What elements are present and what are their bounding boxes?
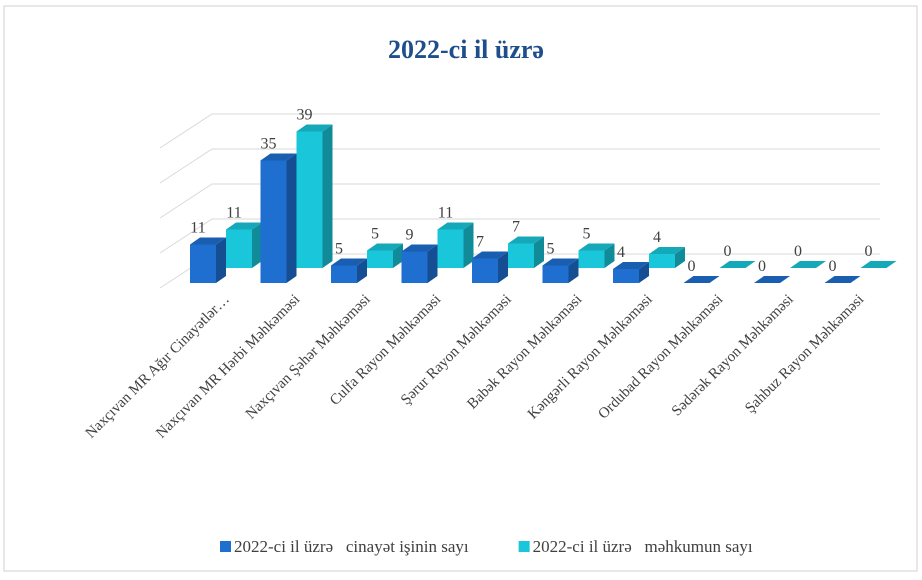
bar-front (226, 229, 252, 268)
bar (437, 222, 474, 268)
bar (367, 243, 403, 268)
data-label: 4 (617, 244, 625, 261)
data-label: 7 (512, 219, 520, 236)
bar (508, 236, 544, 268)
bar (754, 276, 790, 283)
bar (542, 258, 579, 283)
bar-top (683, 276, 720, 283)
bar-front (613, 269, 639, 283)
bar (578, 243, 615, 268)
bar-top (260, 153, 297, 161)
bar-top (331, 258, 367, 266)
grid-line (159, 218, 880, 254)
bar-front (437, 229, 464, 268)
legend-label: 2022-ci il üzrə cinayət işinin sayı (234, 537, 469, 556)
data-label: 7 (476, 234, 484, 251)
grid-line (159, 113, 880, 149)
bar-top (226, 222, 262, 230)
bar-front (190, 244, 216, 283)
legend-swatch (220, 541, 231, 552)
bar-top (296, 124, 333, 132)
bar-side (604, 243, 615, 268)
data-label: 0 (688, 258, 696, 275)
bar (190, 237, 226, 283)
bar (226, 222, 262, 268)
data-label: 0 (758, 258, 766, 275)
data-label: 39 (297, 107, 313, 124)
legend-swatch (518, 541, 530, 552)
bar-front (578, 250, 605, 268)
bar-side (427, 244, 438, 283)
bar-top (719, 261, 756, 268)
bar-top (367, 243, 403, 251)
data-label: 9 (406, 227, 414, 244)
bar (613, 262, 649, 283)
data-label: 0 (829, 258, 837, 275)
legend-label: 2022-ci il üzrə məhkumun sayı (533, 537, 753, 556)
bar (472, 251, 508, 283)
bar (790, 261, 826, 268)
bar-top (824, 276, 861, 283)
data-label: 0 (724, 243, 732, 260)
data-label: 35 (261, 136, 277, 153)
data-label: 5 (371, 226, 379, 243)
bar-side (534, 236, 544, 268)
grid-line (159, 148, 880, 184)
data-label: 0 (794, 243, 802, 260)
bar-top (754, 276, 790, 283)
bar-front (331, 265, 357, 283)
bar (719, 261, 756, 268)
bar-top (790, 261, 826, 268)
bar-side (463, 222, 474, 268)
bar-side (216, 237, 226, 283)
bar (260, 153, 297, 283)
bar-side (252, 222, 262, 268)
data-label: 11 (226, 205, 241, 222)
bar-front (296, 131, 323, 268)
bar-front (401, 251, 428, 283)
data-label: 11 (190, 220, 205, 237)
bar-front (260, 160, 287, 283)
bar-side (357, 258, 367, 283)
bar-side (322, 124, 333, 268)
bar (860, 261, 897, 268)
bar-front (542, 265, 569, 283)
bar-front (472, 258, 498, 283)
bar-top (860, 261, 897, 268)
bar (296, 124, 333, 268)
grid-line (159, 183, 880, 219)
bar-side (393, 243, 403, 268)
bar-side (568, 258, 579, 283)
bar (649, 247, 685, 268)
bar (824, 276, 861, 283)
data-label: 4 (653, 229, 661, 246)
chart-border (3, 5, 918, 572)
bar (683, 276, 720, 283)
bar-top (578, 243, 615, 251)
bar-side (498, 251, 508, 283)
bar-side (286, 153, 297, 283)
bar-top (649, 247, 685, 254)
bar (401, 244, 438, 283)
bar (331, 258, 367, 283)
bar-top (508, 236, 544, 244)
bar-front (649, 254, 675, 268)
data-label: 5 (547, 241, 555, 258)
data-label: 0 (865, 243, 873, 260)
bar-top (190, 237, 226, 245)
bar-top (472, 251, 508, 259)
bar-top (542, 258, 579, 266)
bar-top (437, 222, 474, 230)
data-label: 11 (438, 205, 453, 222)
bar-top (401, 244, 438, 252)
bar-top (613, 262, 649, 269)
chart-title: 2022-ci il üzrə (388, 35, 544, 64)
bar-front (508, 243, 534, 268)
data-label: 5 (335, 241, 343, 258)
data-label: 5 (583, 226, 591, 243)
bar-front (367, 250, 393, 268)
